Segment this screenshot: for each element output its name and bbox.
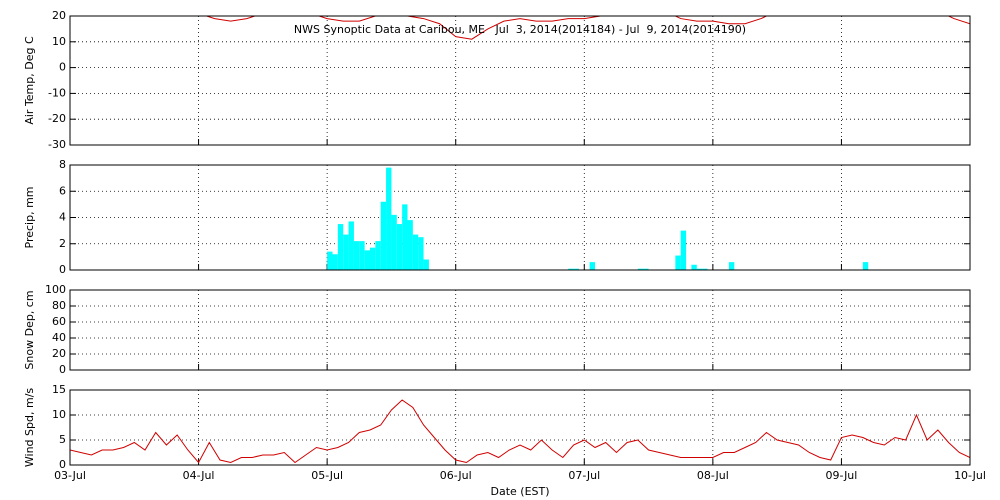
y-axis-label: Air Temp, Deg C (23, 36, 36, 125)
y-tick-label: 0 (59, 263, 66, 276)
y-tick-label: 10 (52, 35, 66, 48)
bar (343, 234, 349, 270)
bar (402, 204, 408, 270)
y-tick-label: -30 (48, 138, 66, 151)
bar (332, 254, 338, 270)
x-tick-label: 10-Jul (954, 469, 986, 482)
y-tick-label: 20 (52, 347, 66, 360)
bar (337, 224, 344, 270)
y-tick-label: 20 (52, 9, 66, 22)
y-tick-label: 10 (52, 408, 66, 421)
bar (391, 214, 397, 270)
bar (696, 268, 703, 270)
y-tick-label: -10 (48, 86, 66, 99)
plot-area (204, 16, 970, 40)
y-tick-label: 5 (59, 433, 66, 446)
y-tick-label: 8 (59, 158, 66, 171)
y-tick-label: 80 (52, 299, 66, 312)
y-tick-label: 100 (45, 283, 66, 296)
y-axis-label: Wind Spd, m/s (23, 388, 36, 468)
bar (862, 262, 869, 270)
panel-frame (69, 164, 971, 271)
y-tick-label: 40 (52, 331, 66, 344)
y-tick-label: 2 (59, 237, 66, 250)
bar (680, 230, 687, 270)
bar (728, 262, 735, 270)
y-tick-label: -20 (48, 112, 66, 125)
y-tick-label: 15 (52, 383, 66, 396)
bar (327, 251, 333, 270)
y-tick-label: 0 (59, 61, 66, 74)
chart-title: NWS Synoptic Data at Caribou, ME Jul 3, … (294, 23, 746, 36)
bar (418, 237, 424, 270)
plot-area (327, 167, 869, 270)
bar (353, 241, 360, 270)
bar (568, 268, 574, 270)
plot-area (70, 399, 970, 464)
line (70, 399, 970, 464)
bar (643, 268, 649, 270)
bar (386, 167, 392, 270)
bar (589, 262, 595, 270)
bar (412, 234, 419, 270)
x-axis-label: Date (EST) (490, 485, 549, 498)
bar (348, 221, 354, 270)
panel-frame (69, 389, 971, 466)
x-tick-label: 04-Jul (183, 469, 215, 482)
bar (380, 201, 387, 270)
x-tick-label: 03-Jul (54, 469, 86, 482)
x-tick-label: 06-Jul (440, 469, 472, 482)
bar (637, 268, 644, 270)
bar (423, 259, 429, 270)
y-tick-label: 0 (59, 458, 66, 471)
bar (396, 224, 403, 270)
bar (573, 268, 579, 270)
x-tick-label: 05-Jul (311, 469, 343, 482)
line (204, 16, 970, 40)
bar (364, 250, 370, 270)
bar (675, 255, 681, 270)
y-tick-label: 6 (59, 184, 66, 197)
bar (702, 268, 708, 270)
y-axis-label: Snow Dep, cm (23, 290, 36, 369)
x-tick-label: 07-Jul (568, 469, 600, 482)
x-tick-label: 09-Jul (825, 469, 857, 482)
bar (691, 264, 697, 270)
panel-frame (69, 15, 971, 146)
bar (359, 241, 365, 270)
bar (375, 241, 381, 270)
panel-frame (69, 289, 971, 371)
bar (370, 247, 376, 270)
y-axis-label: Precip, mm (23, 187, 36, 249)
y-tick-label: 4 (59, 211, 66, 224)
y-tick-label: 0 (59, 363, 66, 376)
y-tick-label: 60 (52, 315, 66, 328)
bar (407, 220, 413, 270)
x-tick-label: 08-Jul (697, 469, 729, 482)
